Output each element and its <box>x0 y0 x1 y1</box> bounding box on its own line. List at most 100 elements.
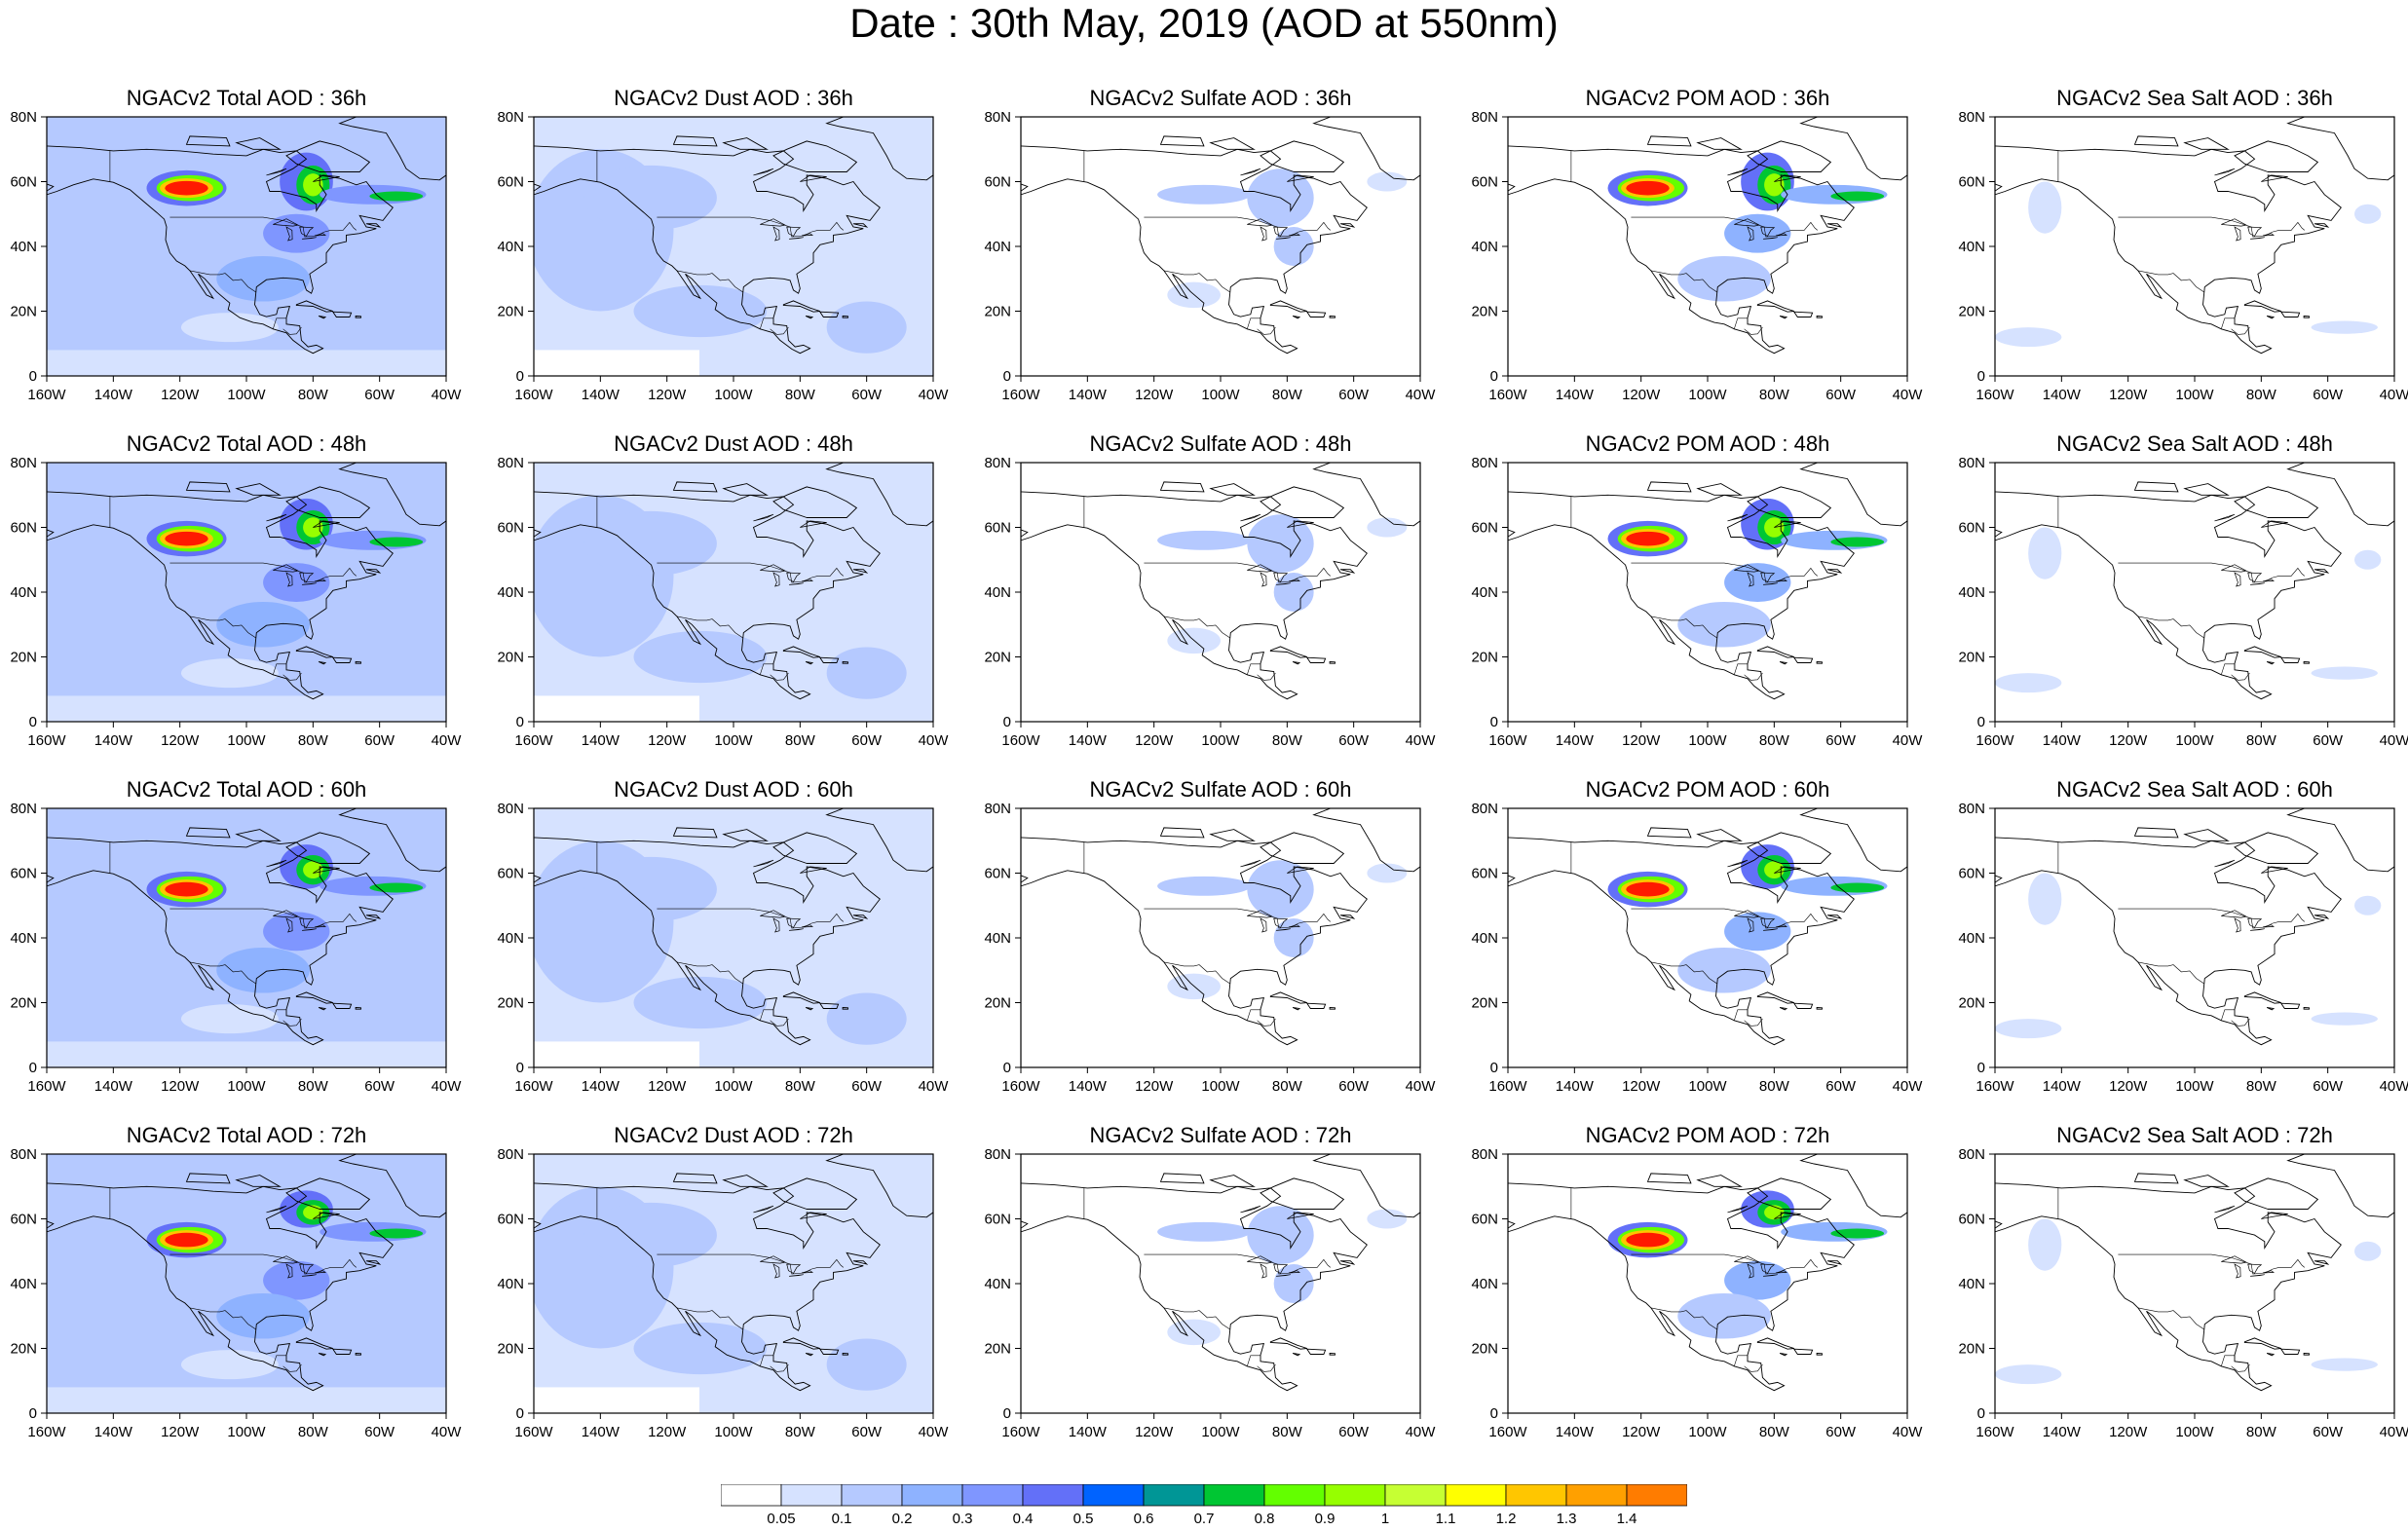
lon-tick-label: 60W <box>2313 732 2344 749</box>
lon-tick-label: 140W <box>94 1078 133 1095</box>
lon-tick-label: 80W <box>1272 1424 1303 1440</box>
coastline <box>338 117 446 181</box>
lake-outline <box>299 917 315 928</box>
panel-title: NGACv2 Sulfate AOD : 72h <box>1089 1123 1352 1147</box>
coastline <box>1305 1002 1327 1009</box>
political-border <box>1247 1009 1260 1021</box>
lake-outline <box>789 582 804 585</box>
lake-outline <box>1247 910 1274 918</box>
lon-tick-label: 100W <box>714 387 753 403</box>
coastline <box>1475 543 1501 548</box>
lake-outline <box>2250 582 2265 585</box>
coastline <box>852 569 869 574</box>
lon-tick-label: 100W <box>227 1424 266 1440</box>
lon-tick-label: 60W <box>851 1424 883 1440</box>
coastline <box>1312 808 1420 873</box>
coastline <box>842 661 848 664</box>
coastline <box>1792 1002 1814 1009</box>
field-background <box>1508 463 1907 722</box>
aod-contour <box>1157 530 1251 550</box>
colorbar-swatch <box>841 1484 903 1507</box>
coastline <box>1475 889 1501 894</box>
field-patch <box>180 313 279 343</box>
lat-tick-label: 0 <box>516 368 524 385</box>
lon-tick-label: 40W <box>1893 732 1924 749</box>
coastline <box>2279 1002 2301 1009</box>
coastline <box>1312 463 1420 527</box>
lake-outline <box>1273 226 1289 237</box>
coastline <box>1826 915 1843 919</box>
lon-tick-label: 80W <box>2246 732 2277 749</box>
coastline <box>295 300 333 313</box>
lake-outline <box>1760 226 1776 237</box>
lake-outline <box>1240 1205 1261 1214</box>
coastline <box>235 137 282 150</box>
coastline <box>2183 483 2230 496</box>
lon-tick-label: 140W <box>1556 387 1595 403</box>
lake-outline <box>1774 866 1801 874</box>
coastline <box>501 889 527 894</box>
coastline <box>235 483 282 496</box>
lon-tick-label: 80W <box>1759 1424 1790 1440</box>
lat-tick-label: 40N <box>1958 239 1985 255</box>
coastline <box>672 1173 718 1184</box>
lon-tick-label: 40W <box>1406 732 1437 749</box>
field-background <box>1021 808 1420 1067</box>
coastline <box>1260 1177 1345 1210</box>
coastline <box>1799 463 1907 527</box>
political-border <box>1163 270 1230 293</box>
coastline <box>1756 991 1794 1004</box>
coastline <box>818 311 840 317</box>
map-panel-sulfate-36h: NGACv2 Sulfate AOD : 36h 160W 140W 120W 100W… <box>974 86 1461 407</box>
aod-contour <box>1830 1228 1885 1239</box>
colorbar-label: 0.05 <box>767 1511 795 1523</box>
map-panel-seasalt-48h: NGACv2 Sea Salt AOD : 48h 160W 140W 120W 100… <box>1948 431 2408 753</box>
lon-tick-label: 40W <box>1406 1424 1437 1440</box>
lake-outline <box>1287 866 1314 874</box>
lat-tick-label: 40N <box>497 584 524 601</box>
lake-outline <box>753 513 774 522</box>
coastline <box>1779 1007 1788 1011</box>
lon-tick-label: 40W <box>1406 1078 1437 1095</box>
aod-contour <box>1724 213 1791 253</box>
coastline <box>2266 316 2276 319</box>
aod-contour <box>2311 666 2378 680</box>
political-border <box>1247 1355 1260 1366</box>
lake-outline <box>1760 917 1776 928</box>
aod-contour <box>1273 1264 1314 1303</box>
lake-outline <box>1287 520 1314 528</box>
lat-tick-label: 60N <box>1958 520 1985 537</box>
field-patch <box>47 1041 446 1067</box>
coastline <box>1747 1177 1832 1210</box>
political-border <box>760 317 773 329</box>
map-panel-dust-48h: NGACv2 Dust AOD : 48h 160W 140W 120W 100W 80W… <box>487 431 974 753</box>
coastline <box>1339 915 1356 919</box>
colorbar-label: 1.4 <box>1617 1511 1637 1523</box>
map-panel-pom-60h: NGACv2 POM AOD : 60h 160W 140W 120W 100W 80W 6… <box>1461 777 1948 1099</box>
lon-tick-label: 40W <box>1893 1424 1924 1440</box>
coastline <box>2266 661 2276 665</box>
lake-outline <box>2261 520 2288 528</box>
coastline <box>1159 135 1205 147</box>
coastline <box>1209 137 1256 150</box>
lon-tick-label: 100W <box>2175 1424 2214 1440</box>
map-panel-pom-48h: NGACv2 POM AOD : 48h 160W 140W 120W 100W 80W 6… <box>1461 431 1948 753</box>
lon-tick-label: 100W <box>227 387 266 403</box>
field-patch <box>534 1041 699 1067</box>
aod-contour <box>826 647 907 699</box>
coastline <box>852 915 869 919</box>
political-border <box>657 1253 844 1275</box>
lon-tick-label: 120W <box>2109 1078 2148 1095</box>
lon-tick-label: 140W <box>1556 1078 1595 1095</box>
aod-contour <box>2354 549 2382 570</box>
coastline <box>2314 1260 2330 1265</box>
panel-title: NGACv2 Sulfate AOD : 48h <box>1089 431 1352 456</box>
coastline <box>805 1007 814 1011</box>
lat-tick-label: 60N <box>1958 174 1985 191</box>
political-border <box>1631 1253 1818 1275</box>
political-border <box>282 326 302 335</box>
lat-tick-label: 0 <box>516 714 524 730</box>
colorbar-swatch <box>1022 1484 1084 1507</box>
coastline <box>825 117 933 181</box>
coastline <box>1646 827 1692 839</box>
